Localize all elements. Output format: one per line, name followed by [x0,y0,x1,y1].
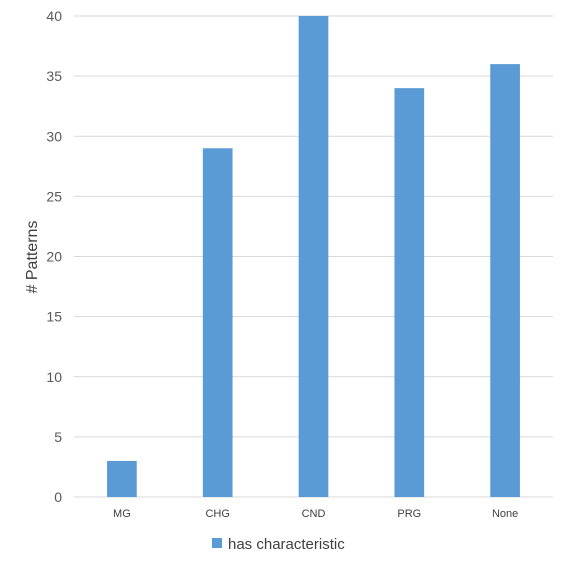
y-tick-label: 5 [54,429,62,445]
x-tick-label: CHG [205,508,229,520]
y-tick-label: 0 [54,489,62,505]
y-tick-label: 20 [46,249,62,265]
bar-chg [202,148,233,497]
bar-cnd [298,16,329,497]
y-tick-label: 25 [46,188,62,204]
y-tick-label: 15 [46,309,62,325]
y-tick-label: 30 [46,128,62,144]
y-tick-label: 35 [46,68,62,84]
y-tick-label: 10 [46,369,62,385]
x-tick-label: None [492,508,518,520]
legend-label: has characteristic [228,536,345,553]
bar-mg [107,460,137,497]
x-tick-label: MG [113,508,131,520]
y-axis-title: # Patterns [24,221,41,294]
y-tick-label: 40 [46,8,62,24]
bars [107,16,520,498]
legend: has characteristic [212,536,345,553]
bar-prg [394,88,425,498]
x-axis-ticks: MG CHG CND PRG None [113,508,518,520]
bar-none [490,64,520,497]
y-axis-ticks: 0 5 10 15 20 25 30 35 40 [46,8,62,505]
legend-swatch [212,538,222,548]
x-tick-label: CND [302,508,326,520]
x-tick-label: PRG [397,508,421,520]
